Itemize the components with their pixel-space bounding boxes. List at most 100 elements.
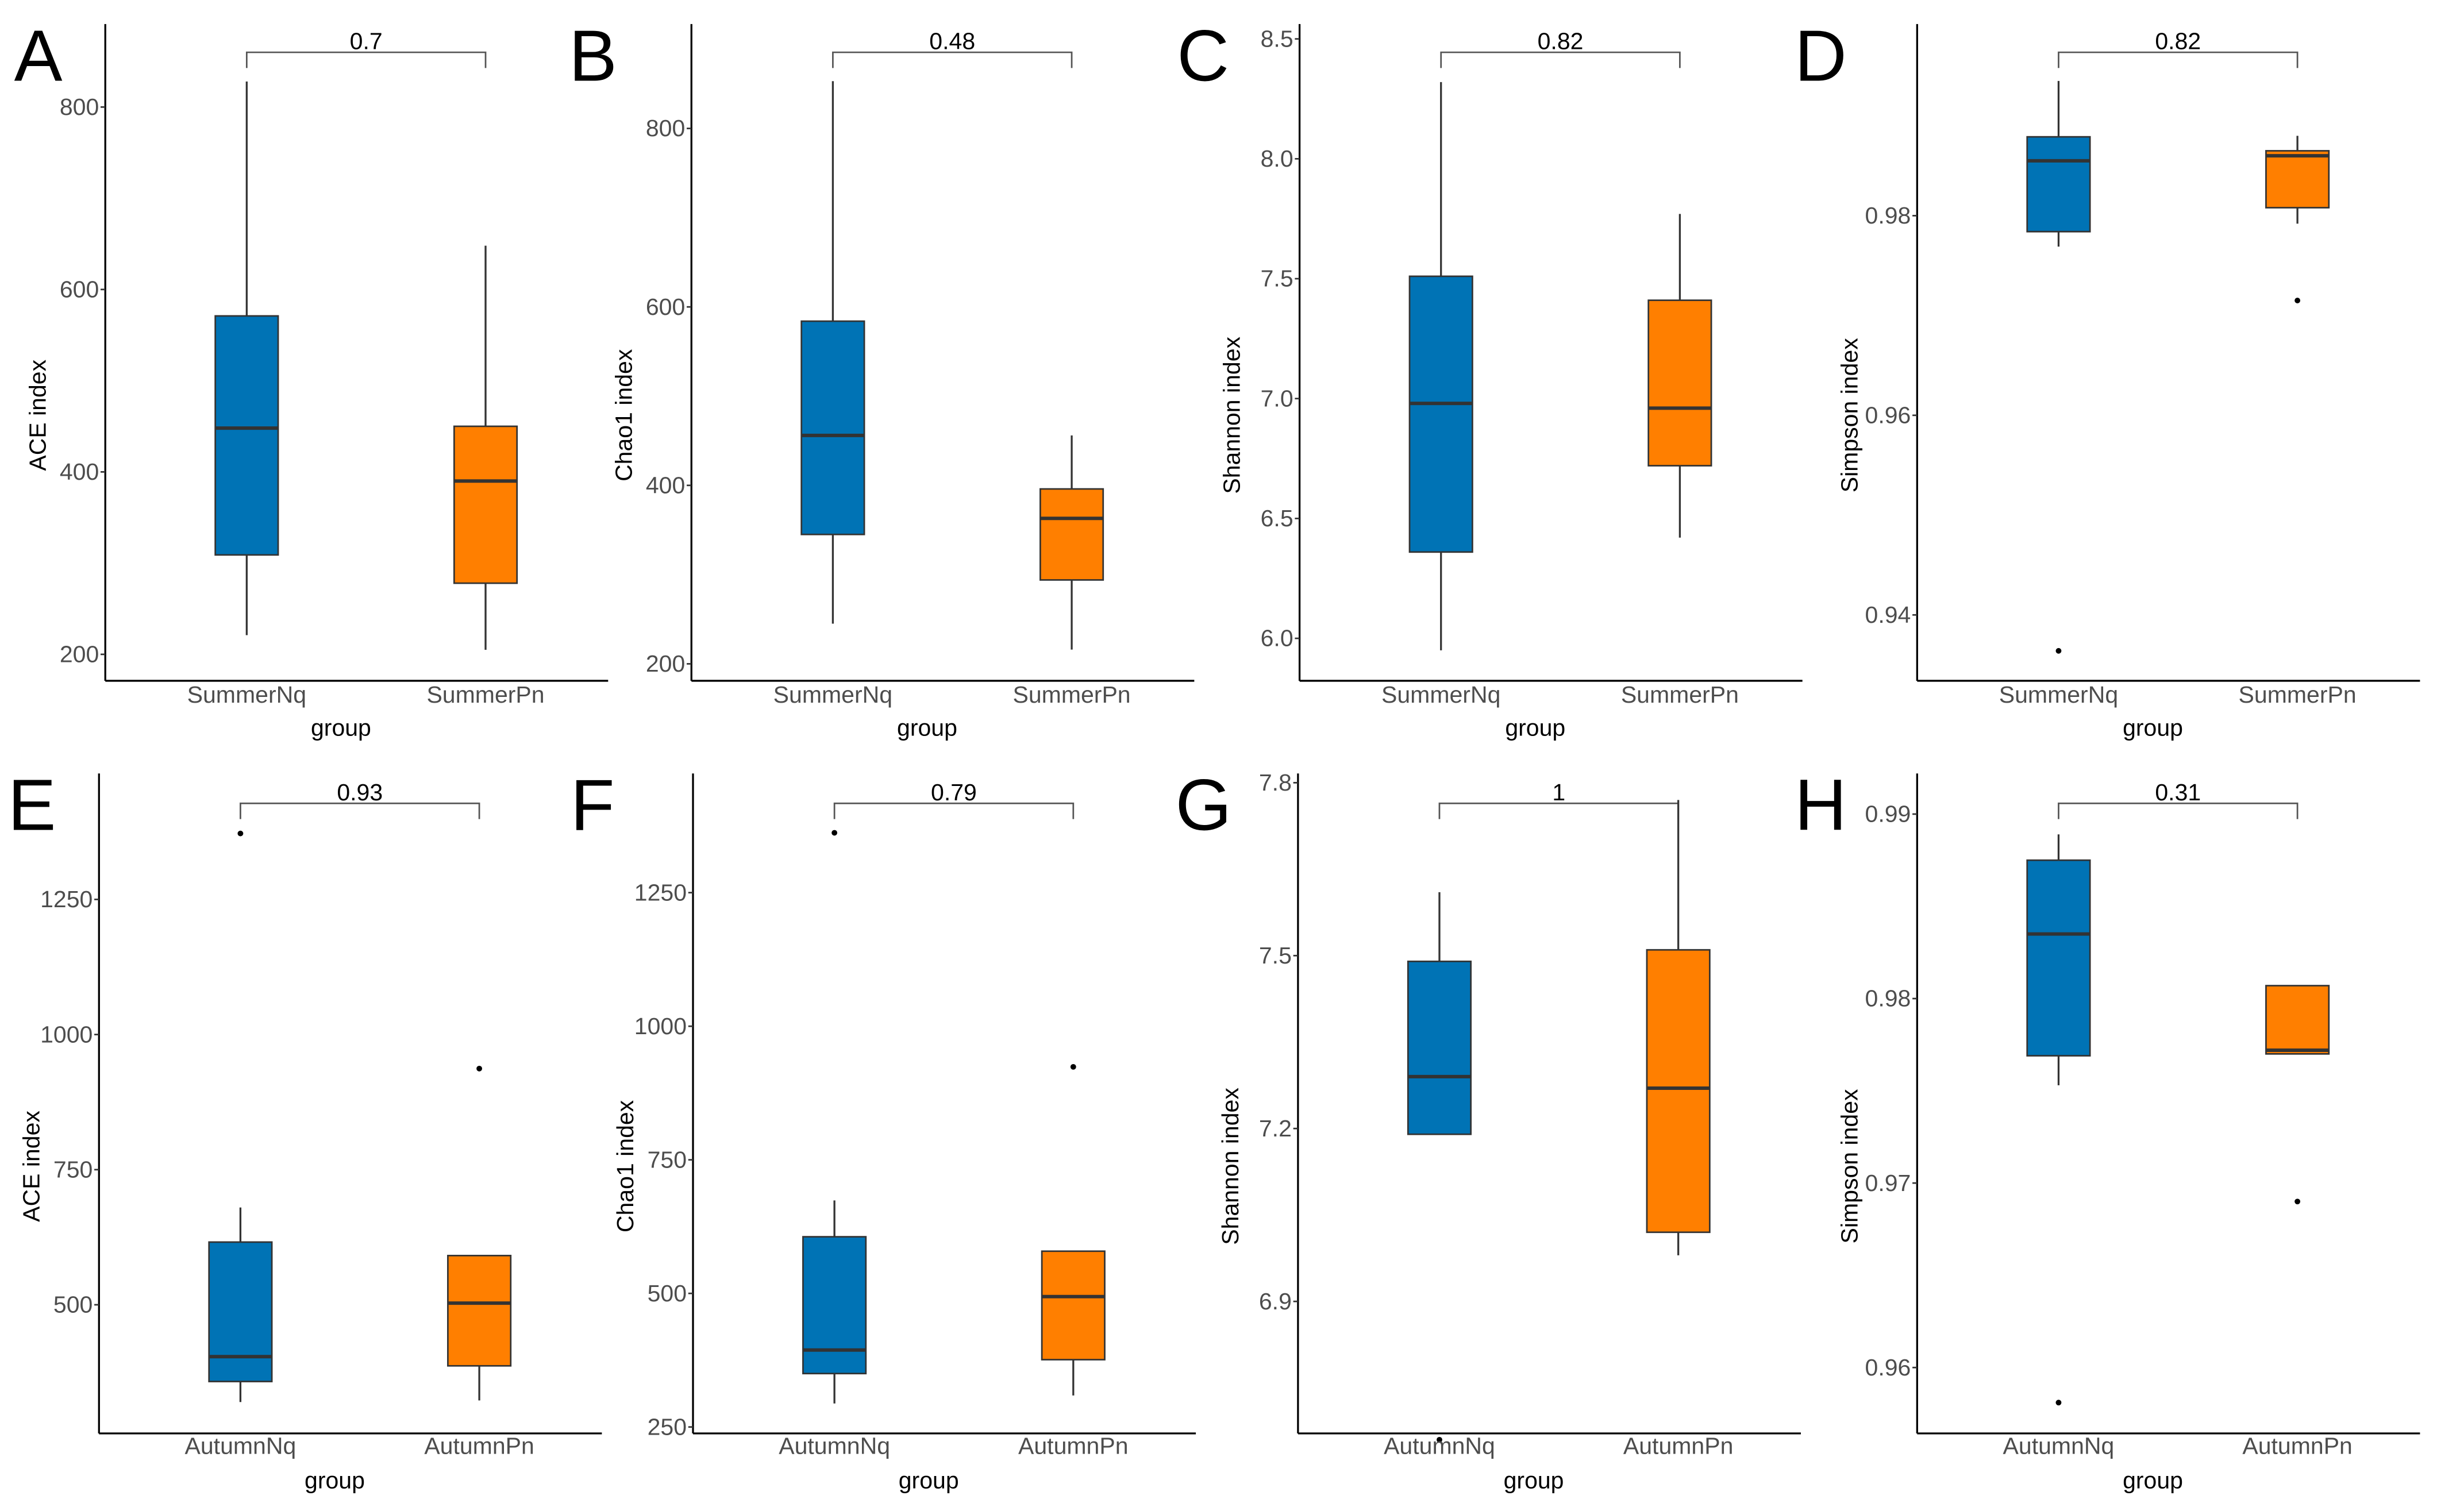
x-axis-label: group bbox=[311, 715, 371, 741]
box-summerpn bbox=[453, 245, 518, 650]
y-tick-label: 800 bbox=[60, 94, 99, 120]
y-tick-label: 7.0 bbox=[1261, 385, 1293, 411]
x-tick-label: SummerPn bbox=[426, 681, 544, 708]
box-autumnpn bbox=[447, 1065, 512, 1401]
y-tick-label: 1000 bbox=[40, 1021, 93, 1047]
iqr-box bbox=[2265, 150, 2330, 209]
y-axis-label: Simpson index bbox=[1836, 338, 1862, 493]
x-tick-label: SummerPn bbox=[1012, 681, 1130, 708]
outlier-point bbox=[1437, 1436, 1442, 1443]
significance-bracket bbox=[2058, 802, 2299, 819]
panel-letter: C bbox=[1177, 15, 1229, 96]
panel-g: G 6.9 7.2 7.5 7.8 Shannon index group 1 AutumnNq… bbox=[1176, 765, 1801, 1494]
x-tick-label: AutumnPn bbox=[1018, 1432, 1129, 1459]
x-tick-label: AutumnNq bbox=[1384, 1432, 1495, 1459]
y-tick-label: 6.0 bbox=[1261, 625, 1293, 652]
y-tick-label: 1250 bbox=[634, 879, 687, 905]
y-tick-label: 0.99 bbox=[1865, 801, 1911, 827]
box-autumnpn bbox=[2265, 985, 2330, 1205]
significance-bracket bbox=[245, 51, 487, 68]
y-tick-label: 6.5 bbox=[1261, 505, 1293, 531]
box-summernq bbox=[1408, 82, 1473, 650]
iqr-box bbox=[453, 425, 518, 584]
iqr-box bbox=[802, 1236, 867, 1375]
y-tick-label: 200 bbox=[646, 650, 685, 677]
x-tick-label: AutumnPn bbox=[2242, 1432, 2353, 1459]
panel-letter: B bbox=[569, 15, 617, 96]
significance-bracket bbox=[240, 802, 480, 819]
y-tick-label: 0.96 bbox=[1865, 1354, 1911, 1381]
p-value-label: 0.82 bbox=[2155, 28, 2201, 55]
p-value-label: 0.82 bbox=[1538, 28, 1584, 55]
x-axis-label: group bbox=[899, 1467, 959, 1494]
y-tick-label: 1000 bbox=[634, 1013, 687, 1039]
y-tick-label: 250 bbox=[648, 1413, 687, 1440]
box-summernq bbox=[214, 81, 279, 635]
x-axis-label: group bbox=[305, 1467, 365, 1494]
box-summernq bbox=[800, 81, 865, 624]
y-tick-label: 8.5 bbox=[1261, 25, 1293, 52]
y-tick-label: 500 bbox=[648, 1280, 687, 1307]
outlier-point bbox=[2055, 1400, 2062, 1406]
x-axis-label: group bbox=[1504, 1467, 1564, 1494]
y-axis-label: ACE index bbox=[18, 1111, 44, 1222]
y-axis-label: Shannon index bbox=[1219, 336, 1245, 494]
panel-h: H 0.96 0.97 0.98 0.99 Simpson index group 0.31 A… bbox=[1795, 765, 2420, 1494]
box-summerpn bbox=[1040, 435, 1104, 650]
y-tick-label: 7.5 bbox=[1261, 265, 1293, 292]
y-tick-label: 0.94 bbox=[1865, 602, 1911, 628]
x-axis-label: group bbox=[2123, 1467, 2183, 1494]
box-autumnnq bbox=[208, 830, 273, 1402]
x-tick-label: AutumnNq bbox=[779, 1432, 890, 1459]
y-axis-label: Simpson index bbox=[1836, 1089, 1862, 1244]
y-tick-label: 8.0 bbox=[1261, 145, 1293, 172]
outlier-point bbox=[2294, 298, 2301, 303]
iqr-box bbox=[2026, 136, 2091, 233]
panel-b: B 200 400 600 800 Chao1 index group 0.48 SummerN… bbox=[569, 15, 1195, 741]
x-tick-label: AutumnNq bbox=[2003, 1432, 2115, 1459]
panel-f: F 250 500 750 1000 1250 Chao1 index group 0.79 Au… bbox=[571, 765, 1196, 1494]
y-tick-label: 600 bbox=[60, 276, 99, 303]
outlier-point bbox=[2294, 1198, 2301, 1205]
p-value-label: 0.93 bbox=[337, 779, 383, 806]
panel-letter: H bbox=[1795, 765, 1847, 846]
y-tick-label: 7.8 bbox=[1259, 769, 1292, 796]
x-axis-label: group bbox=[2123, 715, 2183, 741]
y-tick-label: 400 bbox=[60, 458, 99, 485]
iqr-box bbox=[447, 1255, 512, 1367]
iqr-box bbox=[2026, 859, 2091, 1057]
x-axis-label: group bbox=[897, 715, 957, 741]
box-summernq bbox=[2026, 80, 2091, 654]
iqr-box bbox=[214, 315, 279, 556]
y-tick-label: 1250 bbox=[40, 886, 93, 912]
y-tick-label: 800 bbox=[646, 115, 685, 141]
box-autumnpn bbox=[1041, 1063, 1106, 1396]
y-tick-label: 200 bbox=[60, 641, 99, 668]
y-tick-label: 0.96 bbox=[1865, 402, 1911, 429]
outlier-point bbox=[831, 830, 838, 836]
iqr-box bbox=[800, 320, 865, 535]
outlier-point bbox=[1070, 1063, 1076, 1070]
y-tick-label: 6.9 bbox=[1259, 1288, 1292, 1315]
box-summerpn bbox=[1647, 214, 1712, 538]
p-value-label: 0.7 bbox=[350, 28, 383, 55]
outlier-point bbox=[476, 1065, 483, 1072]
outlier-point bbox=[237, 830, 244, 837]
x-tick-label: SummerNq bbox=[187, 681, 306, 708]
y-tick-label: 600 bbox=[646, 294, 685, 320]
y-axis-label: Shannon index bbox=[1217, 1088, 1243, 1245]
outlier-point bbox=[2055, 648, 2062, 654]
y-tick-label: 7.5 bbox=[1259, 942, 1292, 969]
significance-bracket bbox=[1438, 802, 1680, 819]
y-tick-label: 0.97 bbox=[1865, 1170, 1911, 1196]
significance-bracket bbox=[2058, 51, 2299, 68]
significance-bracket bbox=[1440, 51, 1681, 68]
box-autumnnq bbox=[802, 830, 867, 1404]
y-axis-label: ACE index bbox=[24, 359, 51, 471]
iqr-box bbox=[1647, 299, 1712, 467]
iqr-box bbox=[208, 1241, 273, 1382]
iqr-box bbox=[1041, 1250, 1106, 1361]
box-autumnnq bbox=[1407, 892, 1472, 1443]
x-tick-label: AutumnPn bbox=[424, 1432, 534, 1459]
